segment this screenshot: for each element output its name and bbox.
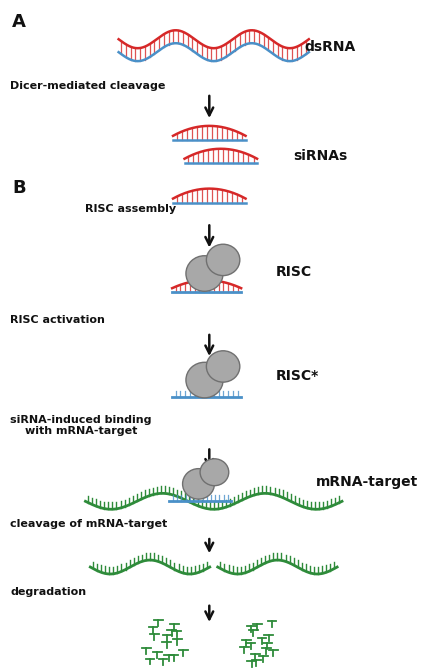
Ellipse shape [200, 459, 228, 486]
Text: cleavage of mRNA-target: cleavage of mRNA-target [10, 519, 167, 529]
Ellipse shape [185, 362, 222, 398]
Text: A: A [12, 13, 26, 31]
Text: RISC*: RISC* [275, 369, 318, 383]
Ellipse shape [185, 256, 222, 291]
Text: RISC: RISC [275, 265, 311, 279]
Ellipse shape [182, 468, 214, 499]
Ellipse shape [206, 351, 239, 382]
Text: mRNA-target: mRNA-target [315, 476, 417, 489]
Text: degradation: degradation [10, 587, 86, 597]
Text: Dicer-mediated cleavage: Dicer-mediated cleavage [10, 81, 165, 91]
Ellipse shape [206, 245, 239, 275]
Text: siRNA-induced binding
with mRNA-target: siRNA-induced binding with mRNA-target [10, 415, 151, 436]
Text: RISC assembly: RISC assembly [85, 204, 176, 214]
Text: siRNAs: siRNAs [293, 149, 347, 163]
Text: dsRNA: dsRNA [304, 40, 355, 54]
Text: B: B [12, 179, 26, 197]
Text: RISC activation: RISC activation [10, 315, 105, 325]
